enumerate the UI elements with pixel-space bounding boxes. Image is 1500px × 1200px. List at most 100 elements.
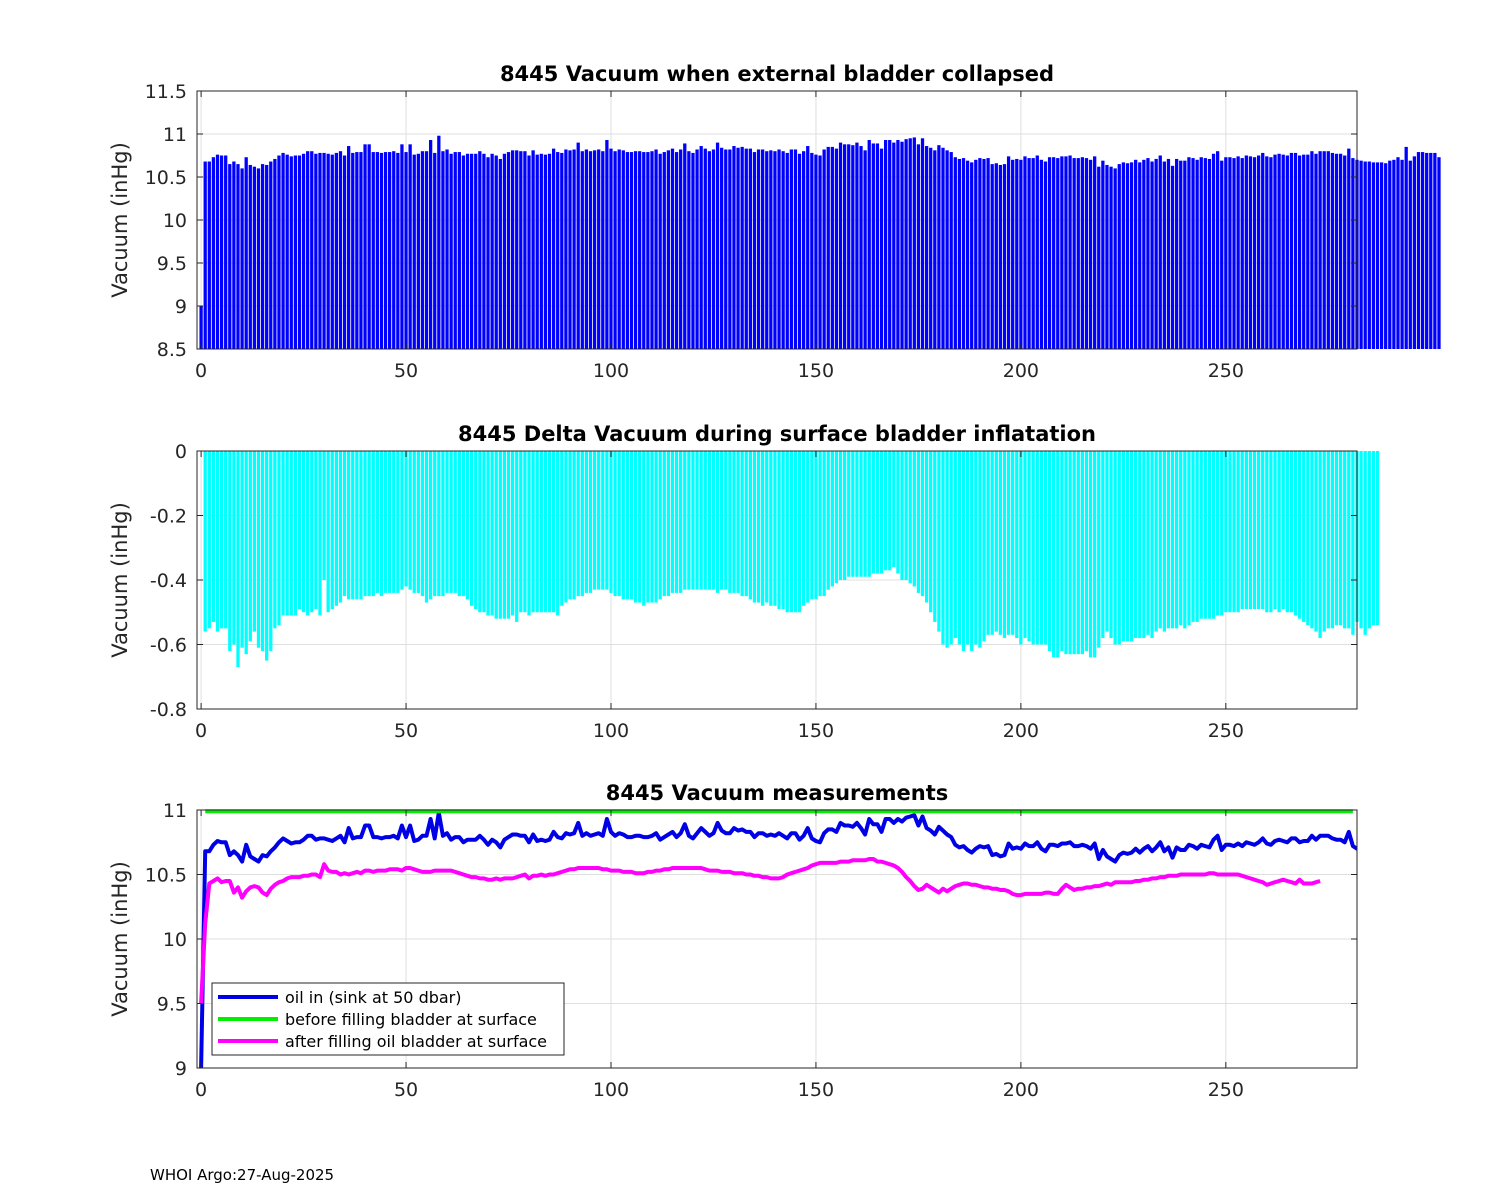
bar xyxy=(838,142,843,349)
bar xyxy=(461,451,466,597)
bar xyxy=(519,151,523,349)
bar xyxy=(970,451,974,651)
bar xyxy=(228,451,232,651)
bar xyxy=(1150,161,1154,349)
bar xyxy=(1281,451,1285,610)
bar xyxy=(830,451,834,587)
bar xyxy=(1240,158,1244,349)
bar xyxy=(404,152,408,349)
bar xyxy=(465,153,470,349)
bar xyxy=(338,451,343,603)
bar xyxy=(777,149,781,349)
bar xyxy=(1125,163,1130,349)
bar xyxy=(564,451,568,603)
bar xyxy=(765,151,769,349)
bar xyxy=(1097,166,1101,349)
bar xyxy=(756,451,761,603)
bar xyxy=(592,150,597,349)
bar xyxy=(892,142,896,349)
bar xyxy=(273,158,277,349)
bar xyxy=(437,135,441,349)
bar xyxy=(1179,451,1183,626)
bar xyxy=(211,157,216,349)
bar xyxy=(1412,156,1417,349)
bar xyxy=(748,451,752,600)
x-tick-label: 0 xyxy=(195,1079,207,1101)
bar xyxy=(351,451,355,600)
bar xyxy=(330,154,334,349)
bar xyxy=(802,451,806,606)
bar xyxy=(888,451,892,571)
bar xyxy=(715,451,720,593)
bar xyxy=(412,154,416,349)
bar xyxy=(281,152,285,349)
bar xyxy=(551,451,556,613)
bar xyxy=(363,144,367,349)
bar xyxy=(818,155,822,349)
footer-text: WHOI Argo:27-Aug-2025 xyxy=(150,1166,335,1184)
bar xyxy=(281,451,285,616)
bar xyxy=(904,139,908,349)
bar xyxy=(1351,451,1355,635)
bar xyxy=(855,451,859,577)
bar xyxy=(240,168,244,349)
bar xyxy=(1404,146,1408,349)
bar xyxy=(1105,451,1109,632)
bar xyxy=(1400,159,1404,349)
y-tick-label: 11 xyxy=(163,800,187,822)
bar xyxy=(1035,155,1039,349)
chart-title: 8445 Delta Vacuum during surface bladder… xyxy=(458,422,1096,446)
bar xyxy=(1043,451,1048,645)
bar xyxy=(465,451,470,600)
bar xyxy=(560,451,564,606)
bar xyxy=(1068,451,1072,655)
bar xyxy=(937,451,941,632)
bar xyxy=(949,451,953,645)
y-tick-label: -0.6 xyxy=(150,635,187,657)
bar xyxy=(1293,451,1298,616)
bar xyxy=(752,152,757,349)
bar xyxy=(515,451,519,622)
bar xyxy=(1334,153,1339,349)
bar xyxy=(1408,160,1412,349)
bar xyxy=(584,451,589,593)
bar xyxy=(912,137,916,349)
chart-1: 0 50 100 150 200 250 8.5 9 9.5 10 10.5 11 11.5 8445 V… xyxy=(108,62,1441,382)
bar xyxy=(1117,451,1121,645)
bar xyxy=(408,451,412,590)
bar xyxy=(342,451,347,597)
bar xyxy=(1347,148,1351,349)
bar xyxy=(990,164,994,349)
bar xyxy=(1338,451,1343,626)
bar xyxy=(1297,451,1302,619)
x-tick-label: 200 xyxy=(1003,360,1039,382)
bar xyxy=(1134,159,1138,349)
bar xyxy=(322,152,326,349)
y-tick-label: 9 xyxy=(175,296,187,318)
bar xyxy=(736,451,740,593)
bar xyxy=(777,451,781,610)
bar xyxy=(424,451,429,603)
bar xyxy=(1265,156,1269,349)
y-tick-label: 0 xyxy=(175,441,187,463)
bar xyxy=(539,451,543,613)
bar xyxy=(478,151,482,349)
bar xyxy=(359,152,363,349)
bar xyxy=(392,451,396,593)
bar xyxy=(1027,451,1031,642)
bar xyxy=(543,451,548,613)
bar xyxy=(1031,158,1035,349)
bar xyxy=(347,146,351,349)
bar xyxy=(273,451,277,629)
bar xyxy=(1273,451,1277,610)
bar xyxy=(654,149,658,349)
bar xyxy=(605,140,609,349)
bar xyxy=(1056,158,1060,349)
bar xyxy=(822,149,826,349)
bar xyxy=(367,451,371,597)
bar xyxy=(404,451,408,587)
bar xyxy=(236,164,240,349)
bar xyxy=(1248,451,1253,610)
bar xyxy=(1064,451,1068,655)
bar xyxy=(408,144,412,349)
